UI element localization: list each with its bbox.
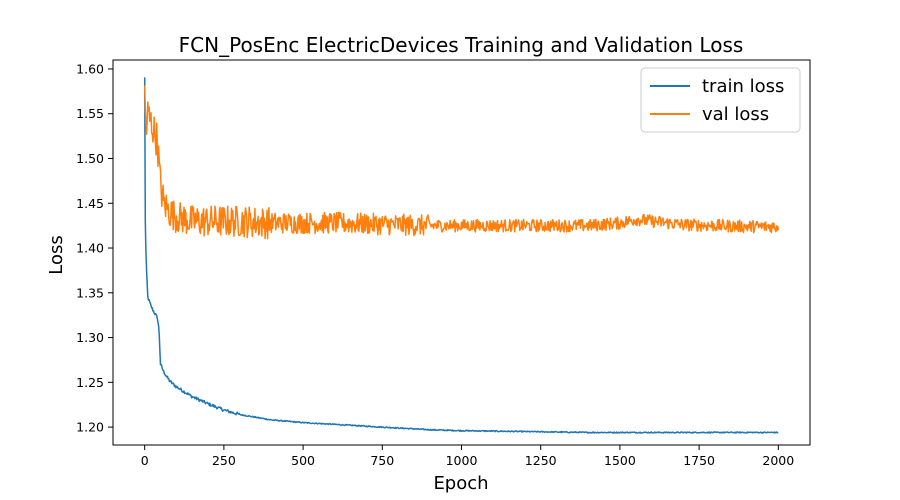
legend-label-train-loss: train loss: [702, 76, 784, 97]
y-tick-label: 1.50: [76, 151, 104, 166]
series-line-val-loss: [143, 85, 780, 240]
series-line-train-loss: [143, 77, 779, 434]
chart-title: FCN_PosEnc ElectricDevices Training and …: [179, 33, 744, 57]
legend-label-val-loss: val loss: [702, 104, 769, 125]
x-tick-label: 750: [370, 453, 394, 468]
x-tick-label: 1500: [604, 453, 636, 468]
y-tick-label: 1.45: [76, 196, 104, 211]
legend: train loss val loss: [640, 67, 801, 133]
x-tick-label: 2000: [762, 453, 794, 468]
x-tick-label: 250: [212, 453, 236, 468]
y-tick-label: 1.25: [76, 375, 104, 390]
legend-box: [640, 67, 801, 133]
y-tick-label: 1.30: [76, 330, 104, 345]
y-axis-label: Loss: [46, 235, 67, 274]
x-tick-label: 1250: [525, 453, 557, 468]
x-axis-label: Epoch: [433, 473, 488, 494]
y-tick-label: 1.55: [76, 106, 104, 121]
y-tick-label: 1.35: [76, 285, 104, 300]
x-tick-label: 0: [141, 453, 149, 468]
y-tick-label: 1.20: [76, 420, 104, 435]
x-tick-label: 500: [291, 453, 315, 468]
x-tick-label: 1750: [683, 453, 715, 468]
axis-ticks: 0 250 500 750 1000 1250 1500 1750 2000 1.20 1.25 1.…: [76, 61, 794, 468]
x-tick-label: 1000: [446, 453, 478, 468]
y-tick-label: 1.40: [76, 241, 104, 256]
y-tick-label: 1.60: [76, 61, 104, 76]
